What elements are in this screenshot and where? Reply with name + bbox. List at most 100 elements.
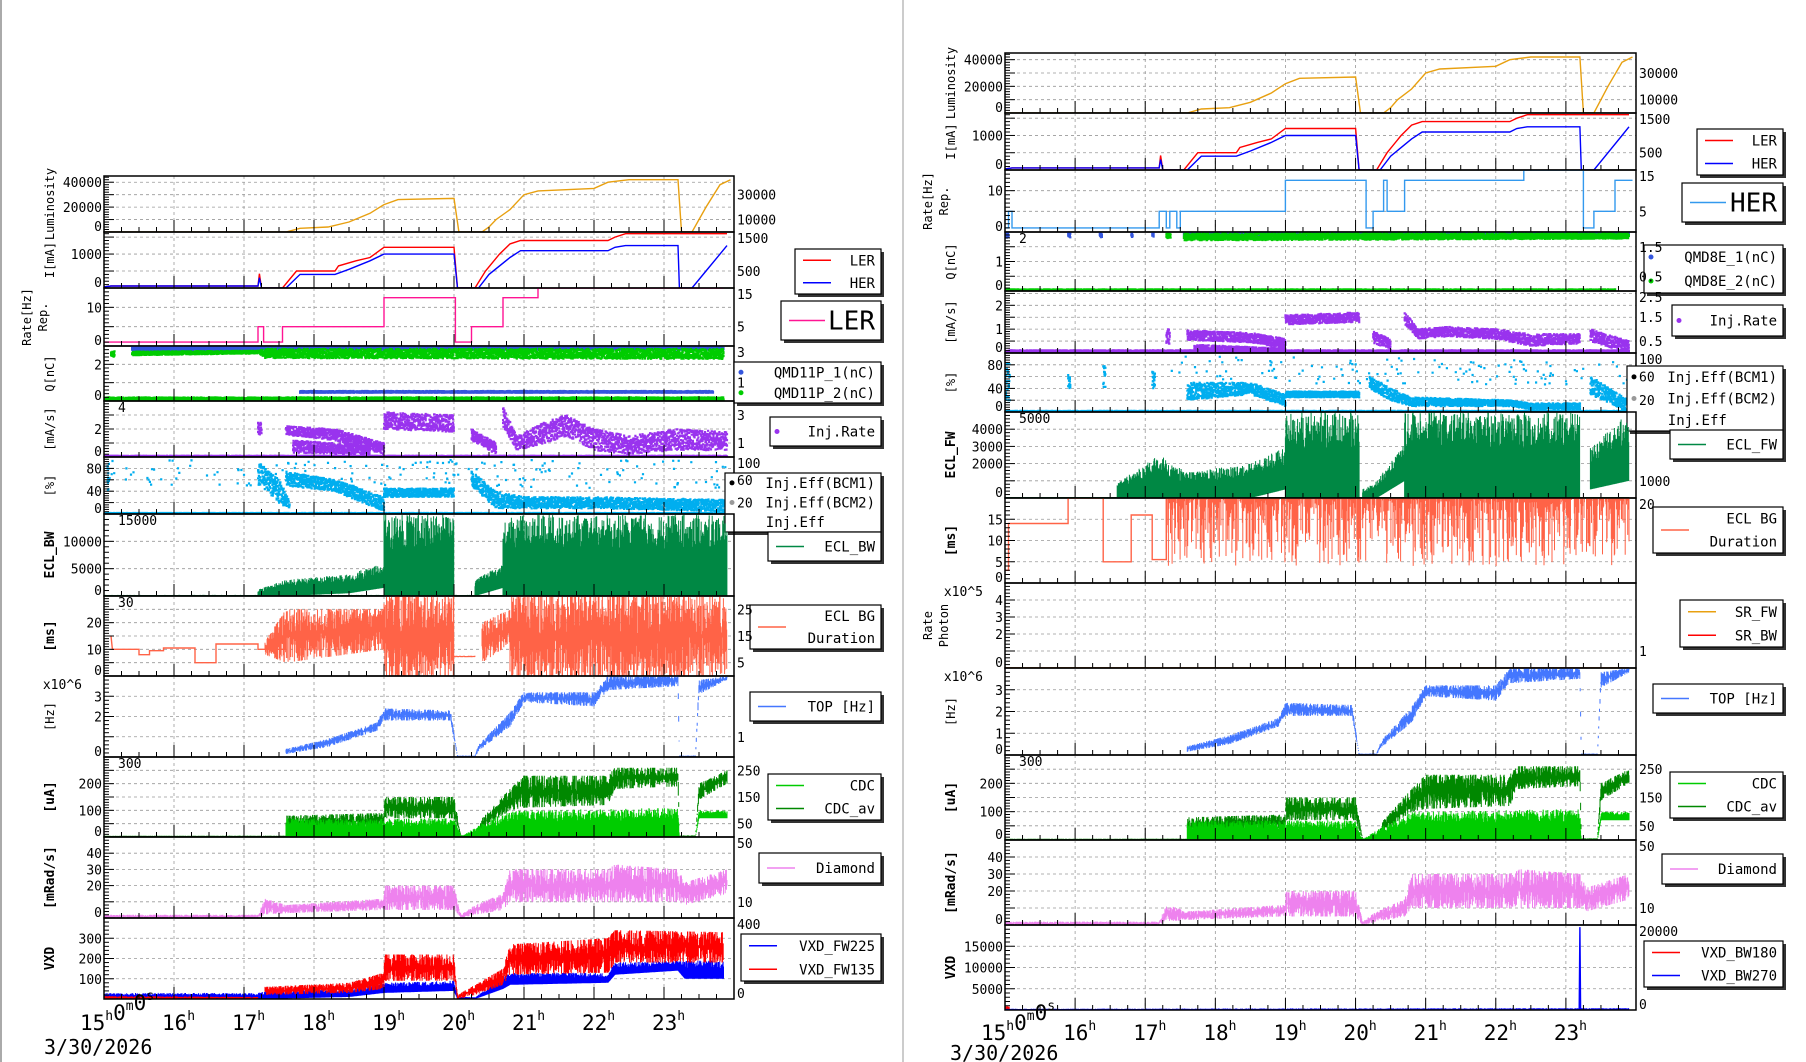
y-tick-label: 20000 xyxy=(1639,925,1678,940)
y-tick-label: 500 xyxy=(1639,147,1662,162)
y-tick-label: 0 xyxy=(737,987,745,1002)
legend-label: SR_FW xyxy=(1735,605,1778,621)
y-tick-label: 1000 xyxy=(71,248,102,263)
y-tick-label: 40000 xyxy=(964,54,1003,69)
y-axis-label: Q[nC] xyxy=(944,243,958,279)
legend-label: VXD_BW270 xyxy=(1701,969,1777,985)
legend-inj_her: Inj.Rate xyxy=(1672,305,1786,339)
legend-label: Diamond xyxy=(816,861,875,877)
y-axis-exponent: x10^6 xyxy=(43,678,82,693)
series-vxd-bw270 xyxy=(1579,927,1580,1010)
y-tick-label: 0 xyxy=(995,828,1003,843)
y-tick-label: 100 xyxy=(79,804,102,819)
y-tick-label: 50 xyxy=(1639,840,1655,855)
y-tick-label: 0 xyxy=(94,389,102,404)
legend-dot-sample xyxy=(1677,318,1682,323)
y-axis-label: [ms] xyxy=(43,620,58,651)
y-tick-label: 50 xyxy=(737,837,753,852)
y-tick-label: 0 xyxy=(995,486,1003,501)
y-tick-label: 20 xyxy=(86,880,102,895)
y-tick-label: 0 xyxy=(995,743,1003,758)
legend-label: VXD_FW135 xyxy=(799,962,875,978)
legend-label: QMD11P_1(nC) xyxy=(774,365,875,381)
y-tick-label: 2 xyxy=(995,628,1003,643)
y-tick-label: 5 xyxy=(1639,205,1647,220)
y-tick-label: 0 xyxy=(995,220,1003,235)
y-tick-label: 1000 xyxy=(1639,475,1670,490)
legend-label: Inj.Eff xyxy=(1668,413,1727,429)
y-tick-label: 4 xyxy=(118,401,126,416)
legend-dot-sample xyxy=(730,480,735,485)
y-tick-label: 1000 xyxy=(972,129,1003,144)
y-axis-label: Rate xyxy=(921,611,935,640)
legend-label: QMD8E_1(nC) xyxy=(1684,250,1777,266)
legend-q_ler: QMD11P_1(nC) QMD11P_2(nC) xyxy=(734,362,884,406)
legend-label: HER xyxy=(1752,157,1778,173)
y-tick-label: 10 xyxy=(987,535,1003,550)
y-tick-label: 30000 xyxy=(737,189,776,204)
legend-label: LER xyxy=(828,307,875,337)
y-tick-label: 100 xyxy=(737,457,760,472)
legend-label: Diamond xyxy=(1718,862,1777,878)
y-tick-label: 0 xyxy=(995,571,1003,586)
y-tick-label: 60 xyxy=(1639,371,1655,386)
y-tick-label: 0 xyxy=(94,334,102,349)
y-tick-label: 15 xyxy=(737,288,753,303)
legend-label: CDC xyxy=(850,779,875,795)
y-tick-label: 0 xyxy=(94,825,102,840)
y-axis-label: [%] xyxy=(43,475,57,497)
legend-label: QMD11P_2(nC) xyxy=(774,386,875,402)
legend-label: HER xyxy=(1730,189,1777,219)
y-axis-label: [uA] xyxy=(944,782,959,813)
legend-label: LER xyxy=(850,253,876,269)
y-axis-label: Rep. xyxy=(36,303,50,332)
legend-dot-sample xyxy=(739,370,744,375)
y-tick-label: 4 xyxy=(995,594,1003,609)
y-tick-label: 10000 xyxy=(63,535,102,550)
y-tick-label: 20000 xyxy=(964,80,1003,95)
y-tick-label: 1500 xyxy=(737,232,768,247)
y-tick-label: 200 xyxy=(79,953,102,968)
y-axis-label: Luminosity xyxy=(43,168,57,240)
y-tick-label: 10 xyxy=(1639,902,1655,917)
y-axis-label: [mA/s] xyxy=(43,407,57,450)
legend-label: QMD8E_2(nC) xyxy=(1684,274,1777,290)
y-tick-label: 5000 xyxy=(972,983,1003,998)
legend-top: TOP [Hz] xyxy=(1653,684,1786,716)
legend-label: SR_BW xyxy=(1735,628,1778,644)
y-axis-label: [mRad/s] xyxy=(43,846,58,909)
y-axis-label: [%] xyxy=(944,372,958,394)
y-tick-label: 40000 xyxy=(63,176,102,191)
y-tick-label: 0 xyxy=(94,220,102,235)
y-axis-label: [uA] xyxy=(43,781,58,812)
y-tick-label: 250 xyxy=(1639,763,1662,778)
y-tick-label: 15000 xyxy=(964,940,1003,955)
y-axis-label: VXD xyxy=(944,956,959,980)
y-tick-label: 3 xyxy=(995,684,1003,699)
y-axis-label: I[mA] xyxy=(944,123,958,159)
y-tick-label: 0 xyxy=(995,341,1003,356)
y-tick-label: 100 xyxy=(79,973,102,988)
y-tick-label: 15 xyxy=(1639,170,1655,185)
y-tick-label: 250 xyxy=(737,764,760,779)
y-tick-label: 10000 xyxy=(1639,94,1678,109)
y-tick-label: 0 xyxy=(995,279,1003,294)
y-tick-label: 30 xyxy=(118,596,134,611)
y-tick-label: 1.5 xyxy=(1639,311,1662,326)
y-tick-label: 10 xyxy=(737,896,753,911)
y-axis-label: [Hz] xyxy=(43,702,57,731)
y-tick-label: 200 xyxy=(980,777,1003,792)
y-tick-label: 50 xyxy=(737,818,753,833)
y-tick-label: 0 xyxy=(94,445,102,460)
legend-label: Inj.Rate xyxy=(1710,314,1777,330)
y-tick-label: 300 xyxy=(79,932,102,947)
y-tick-label: 40 xyxy=(987,382,1003,397)
y-tick-label: 2.5 xyxy=(1639,291,1662,306)
legend-top: TOP [Hz] xyxy=(750,692,884,724)
y-axis-exponent: x10^6 xyxy=(944,670,983,685)
y-tick-label: 3 xyxy=(737,346,745,361)
y-tick-label: 0 xyxy=(995,158,1003,173)
legend-label: TOP [Hz] xyxy=(1710,692,1777,708)
